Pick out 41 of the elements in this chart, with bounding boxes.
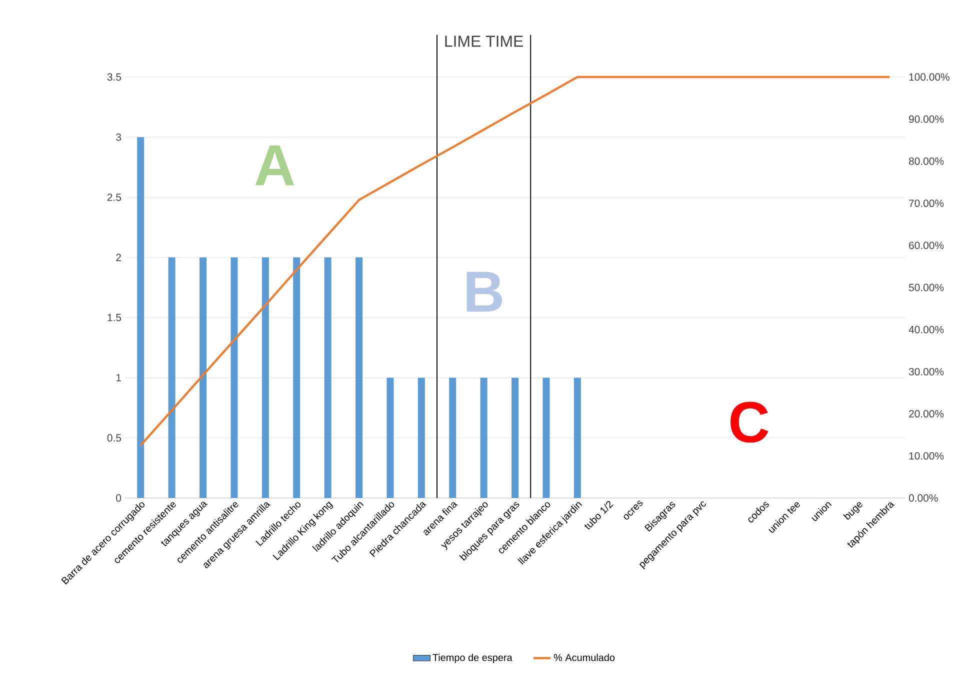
chart-title: LIME TIME bbox=[445, 36, 523, 47]
legend-label: % Acumulado bbox=[554, 654, 615, 662]
bar bbox=[542, 378, 550, 498]
y-tick-label: 1 bbox=[116, 374, 121, 382]
y-tick-label: 3.5 bbox=[107, 73, 122, 81]
bar bbox=[574, 378, 581, 498]
y-tick-label: 0 bbox=[116, 494, 122, 502]
bar bbox=[262, 257, 269, 498]
annotation: C bbox=[730, 402, 768, 443]
y2-tick-label: 60.00% bbox=[909, 242, 944, 250]
y-tick-label: 3 bbox=[116, 133, 122, 141]
legend-label: Tiempo de espera bbox=[432, 654, 512, 664]
bar bbox=[418, 378, 425, 498]
y2-tick-label: 40.00% bbox=[908, 326, 944, 334]
y2-tick-label: 0.00% bbox=[908, 494, 938, 502]
annotation: A bbox=[255, 146, 294, 186]
bar bbox=[356, 257, 363, 498]
y2-tick-label: 20.00% bbox=[909, 410, 944, 418]
y2-tick-label: 90.00% bbox=[909, 115, 944, 123]
y2-tick-label: 80.00% bbox=[908, 158, 944, 165]
y-tick-label: 2 bbox=[116, 254, 121, 262]
bar bbox=[137, 137, 144, 498]
bar bbox=[200, 257, 207, 498]
y2-tick-label: 30.00% bbox=[908, 368, 944, 376]
bar bbox=[512, 378, 519, 498]
bar bbox=[168, 257, 176, 498]
bar bbox=[293, 257, 300, 498]
annotation: B bbox=[466, 272, 502, 312]
x-tick-label: tubo 1/2 bbox=[584, 501, 614, 530]
y-tick-label: 2.5 bbox=[107, 194, 122, 201]
y-tick-label: 1.5 bbox=[108, 314, 122, 322]
y2-tick-label: 70.00% bbox=[909, 200, 944, 208]
y2-tick-label: 50.00% bbox=[908, 284, 944, 292]
bar bbox=[480, 378, 488, 498]
bar bbox=[324, 257, 332, 498]
bar bbox=[449, 378, 456, 498]
y2-tick-label: 10.00% bbox=[909, 452, 944, 460]
bar bbox=[386, 378, 394, 498]
y-tick-label: 0.5 bbox=[107, 434, 122, 442]
bar bbox=[230, 257, 238, 498]
y2-tick-label: 100.00% bbox=[909, 73, 950, 81]
